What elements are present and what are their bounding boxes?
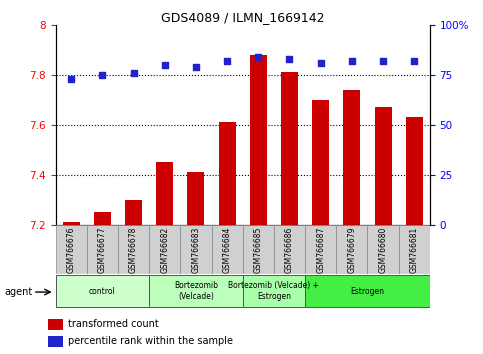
Bar [368, 225, 398, 274]
Text: agent: agent [5, 287, 33, 297]
Bar [336, 225, 368, 274]
Text: GSM766686: GSM766686 [285, 226, 294, 273]
Text: Estrogen: Estrogen [351, 287, 384, 296]
Point [99, 72, 106, 78]
Point [317, 60, 325, 65]
Bar [180, 225, 212, 274]
Bar [343, 90, 360, 225]
Text: GSM766678: GSM766678 [129, 226, 138, 273]
Point [255, 54, 262, 59]
Text: percentile rank within the sample: percentile rank within the sample [68, 336, 233, 346]
Text: GSM766685: GSM766685 [254, 226, 263, 273]
Point [223, 58, 231, 64]
Bar [305, 275, 430, 307]
Bar [149, 225, 180, 274]
Bar [94, 212, 111, 225]
Bar [87, 225, 118, 274]
Bar [374, 107, 392, 225]
Text: GSM766683: GSM766683 [191, 226, 200, 273]
Bar [398, 225, 430, 274]
Bar [56, 225, 87, 274]
Point [67, 76, 75, 82]
Text: GSM766684: GSM766684 [223, 226, 232, 273]
Point [411, 58, 418, 64]
Point [348, 58, 356, 64]
Text: GSM766680: GSM766680 [379, 226, 387, 273]
Text: GSM766676: GSM766676 [67, 226, 76, 273]
Bar [274, 225, 305, 274]
Bar [156, 162, 173, 225]
Bar [118, 225, 149, 274]
Text: transformed count: transformed count [68, 319, 159, 329]
Text: Bortezomib (Velcade) +
Estrogen: Bortezomib (Velcade) + Estrogen [228, 281, 319, 301]
Point [129, 70, 137, 76]
Text: control: control [89, 287, 116, 296]
Bar [250, 55, 267, 225]
Bar [312, 100, 329, 225]
Bar [187, 172, 204, 225]
Point [192, 64, 200, 70]
Point [161, 62, 169, 68]
Bar [125, 200, 142, 225]
Bar [242, 275, 305, 307]
Text: GSM766677: GSM766677 [98, 226, 107, 273]
Point [285, 56, 293, 62]
Text: GSM766679: GSM766679 [347, 226, 356, 273]
Bar [305, 225, 336, 274]
Title: GDS4089 / ILMN_1669142: GDS4089 / ILMN_1669142 [161, 11, 325, 24]
Text: GSM766681: GSM766681 [410, 226, 419, 273]
Bar [218, 122, 236, 225]
Bar [212, 225, 242, 274]
Bar [406, 117, 423, 225]
Bar [48, 319, 63, 330]
Bar [242, 225, 274, 274]
Bar [56, 275, 149, 307]
Bar [281, 72, 298, 225]
Text: GSM766682: GSM766682 [160, 226, 169, 273]
Point [379, 58, 387, 64]
Bar [48, 336, 63, 347]
Bar [149, 275, 242, 307]
Text: Bortezomib
(Velcade): Bortezomib (Velcade) [174, 281, 218, 301]
Text: GSM766687: GSM766687 [316, 226, 325, 273]
Bar [63, 222, 80, 225]
